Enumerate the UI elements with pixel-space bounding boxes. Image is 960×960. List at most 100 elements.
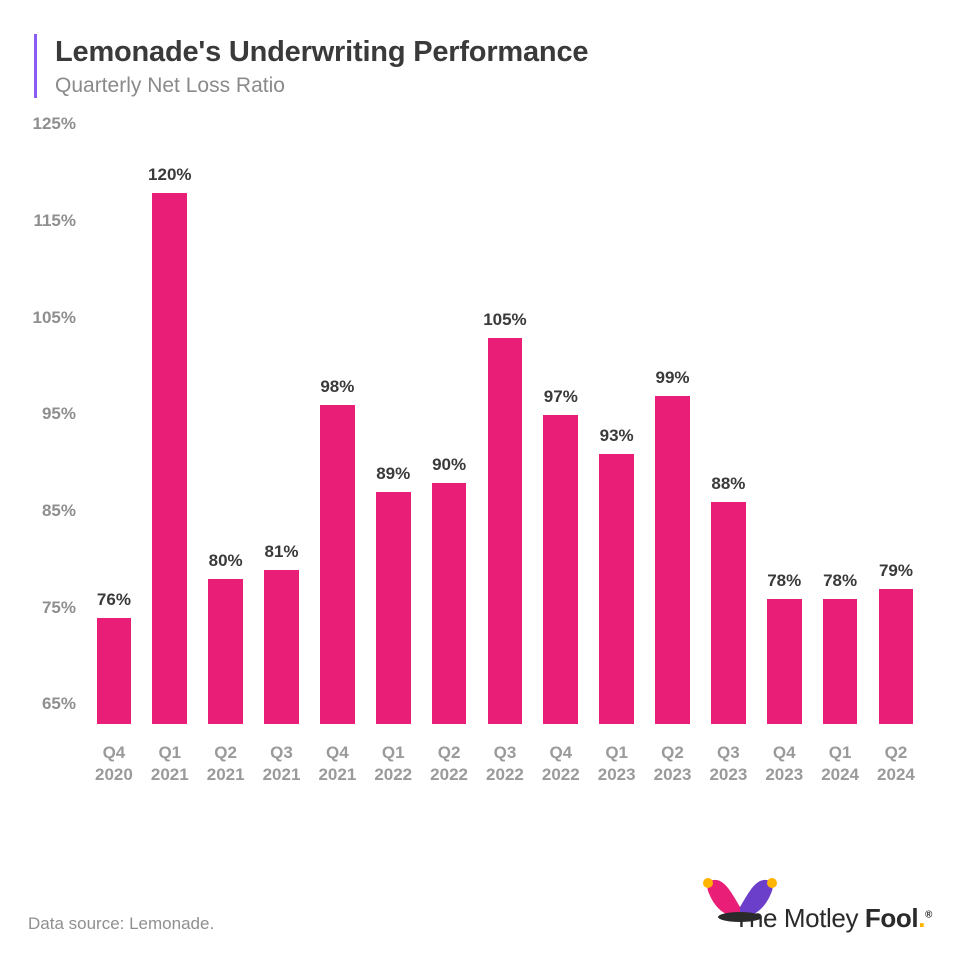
bar: 88% bbox=[711, 502, 746, 724]
x-tick: Q42021 bbox=[309, 730, 365, 804]
bar-slot: 120% bbox=[142, 144, 198, 724]
bar-value-label: 120% bbox=[148, 165, 191, 193]
x-axis: Q42020Q12021Q22021Q32021Q42021Q12022Q220… bbox=[86, 730, 924, 804]
x-tick-quarter: Q2 bbox=[421, 742, 477, 763]
bar-value-label: 88% bbox=[711, 474, 745, 502]
bar-value-label: 76% bbox=[97, 590, 131, 618]
brand-logo: The Motley Fool.® bbox=[733, 873, 932, 934]
y-tick: 65% bbox=[26, 694, 76, 714]
y-axis: 65%75%85%95%105%115%125% bbox=[28, 144, 82, 724]
x-tick: Q32023 bbox=[700, 730, 756, 804]
brand-trademark: ® bbox=[925, 909, 932, 920]
x-tick-quarter: Q1 bbox=[365, 742, 421, 763]
x-tick: Q32022 bbox=[477, 730, 533, 804]
x-tick-year: 2021 bbox=[309, 764, 365, 785]
x-tick-quarter: Q2 bbox=[868, 742, 924, 763]
bar-value-label: 78% bbox=[767, 571, 801, 599]
bar-value-label: 99% bbox=[656, 368, 690, 396]
bars-container: 76% 120% 80% 81% 98% 89% 90% 105% 97% 93% 99% 88% 78… bbox=[86, 144, 924, 724]
bar-slot: 76% bbox=[86, 144, 142, 724]
bar-value-label: 97% bbox=[544, 387, 578, 415]
x-tick-year: 2023 bbox=[589, 764, 645, 785]
bar-slot: 78% bbox=[812, 144, 868, 724]
bar-slot: 80% bbox=[198, 144, 254, 724]
x-tick-quarter: Q4 bbox=[309, 742, 365, 763]
x-tick-quarter: Q2 bbox=[198, 742, 254, 763]
jester-hat-icon bbox=[698, 867, 782, 923]
y-tick: 85% bbox=[26, 501, 76, 521]
bar-slot: 93% bbox=[589, 144, 645, 724]
x-tick-year: 2024 bbox=[812, 764, 868, 785]
chart-subtitle: Quarterly Net Loss Ratio bbox=[55, 74, 588, 98]
x-tick-quarter: Q4 bbox=[86, 742, 142, 763]
y-tick: 75% bbox=[26, 598, 76, 618]
x-tick-year: 2024 bbox=[868, 764, 924, 785]
bar-value-label: 98% bbox=[320, 377, 354, 405]
footer: Data source: Lemonade. The Motley Fool.® bbox=[28, 873, 932, 934]
bar-slot: 105% bbox=[477, 144, 533, 724]
y-tick: 105% bbox=[26, 308, 76, 328]
x-tick-year: 2021 bbox=[198, 764, 254, 785]
x-tick-year: 2020 bbox=[86, 764, 142, 785]
bar: 78% bbox=[823, 599, 858, 725]
x-tick-year: 2022 bbox=[477, 764, 533, 785]
bar: 89% bbox=[376, 492, 411, 724]
bar-slot: 78% bbox=[756, 144, 812, 724]
bar-slot: 98% bbox=[309, 144, 365, 724]
x-tick-year: 2021 bbox=[142, 764, 198, 785]
plot-area: 76% 120% 80% 81% 98% 89% 90% 105% 97% 93% 99% 88% 78… bbox=[86, 144, 924, 724]
x-tick-year: 2022 bbox=[421, 764, 477, 785]
bar-value-label: 80% bbox=[209, 551, 243, 579]
x-tick-quarter: Q1 bbox=[142, 742, 198, 763]
bar: 99% bbox=[655, 396, 690, 725]
x-tick-quarter: Q1 bbox=[812, 742, 868, 763]
bar-slot: 97% bbox=[533, 144, 589, 724]
x-tick-year: 2022 bbox=[365, 764, 421, 785]
bar-value-label: 93% bbox=[600, 426, 634, 454]
bar-slot: 99% bbox=[645, 144, 701, 724]
title-block: Lemonade's Underwriting Performance Quar… bbox=[34, 34, 932, 98]
brand-dot: . bbox=[918, 903, 925, 933]
bar: 105% bbox=[488, 338, 523, 725]
x-tick-quarter: Q3 bbox=[254, 742, 310, 763]
x-tick: Q22023 bbox=[645, 730, 701, 804]
bar-value-label: 90% bbox=[432, 455, 466, 483]
bar: 98% bbox=[320, 405, 355, 724]
bar-slot: 81% bbox=[254, 144, 310, 724]
y-tick: 115% bbox=[26, 211, 76, 231]
x-tick: Q12021 bbox=[142, 730, 198, 804]
x-tick: Q42023 bbox=[756, 730, 812, 804]
x-tick: Q22021 bbox=[198, 730, 254, 804]
bar: 90% bbox=[432, 483, 467, 725]
bar-value-label: 81% bbox=[264, 542, 298, 570]
bar-slot: 89% bbox=[365, 144, 421, 724]
x-tick-year: 2023 bbox=[756, 764, 812, 785]
chart-title: Lemonade's Underwriting Performance bbox=[55, 34, 588, 70]
x-tick: Q22024 bbox=[868, 730, 924, 804]
bar-value-label: 79% bbox=[879, 561, 913, 589]
bar: 78% bbox=[767, 599, 802, 725]
y-tick: 125% bbox=[26, 114, 76, 134]
title-accent-rule bbox=[34, 34, 37, 98]
bar-slot: 79% bbox=[868, 144, 924, 724]
x-tick: Q42020 bbox=[86, 730, 142, 804]
bar-slot: 90% bbox=[421, 144, 477, 724]
x-tick: Q12022 bbox=[365, 730, 421, 804]
x-tick-year: 2022 bbox=[533, 764, 589, 785]
x-tick: Q42022 bbox=[533, 730, 589, 804]
bar: 76% bbox=[97, 618, 132, 724]
page: Lemonade's Underwriting Performance Quar… bbox=[0, 0, 960, 960]
title-text: Lemonade's Underwriting Performance Quar… bbox=[55, 34, 588, 98]
x-tick: Q22022 bbox=[421, 730, 477, 804]
x-tick-quarter: Q1 bbox=[589, 742, 645, 763]
y-tick: 95% bbox=[26, 404, 76, 424]
x-tick: Q32021 bbox=[254, 730, 310, 804]
bar: 93% bbox=[599, 454, 634, 725]
x-tick-quarter: Q2 bbox=[645, 742, 701, 763]
chart: 65%75%85%95%105%115%125% 76%120%80%81%98… bbox=[28, 144, 932, 804]
bar: 120% bbox=[152, 193, 187, 725]
x-tick-year: 2021 bbox=[254, 764, 310, 785]
bar: 81% bbox=[264, 570, 299, 725]
x-tick-quarter: Q4 bbox=[756, 742, 812, 763]
x-tick-quarter: Q4 bbox=[533, 742, 589, 763]
